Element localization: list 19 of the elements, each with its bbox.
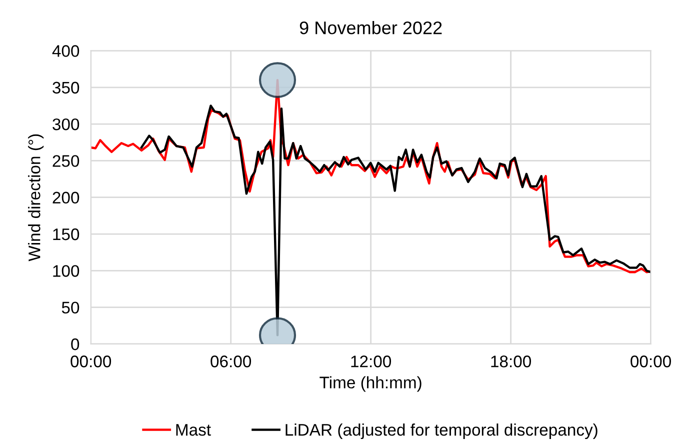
chart-title: 9 November 2022 — [300, 20, 442, 34]
y-tick-label: 350 — [52, 82, 80, 94]
legend-label: Mast — [176, 424, 211, 436]
y-axis-title: Wind direction (°) — [28, 134, 44, 262]
legend-label: LiDAR (adjusted for temporal discrepancy) — [286, 424, 598, 440]
x-tick-label: 18:00 — [491, 356, 532, 368]
x-axis-title: Time (hh:mm) — [320, 376, 422, 392]
y-tick-label: 300 — [52, 118, 80, 130]
y-tick-label: 0 — [71, 338, 80, 350]
y-tick-label: 50 — [62, 302, 80, 314]
y-tick-label: 100 — [53, 265, 80, 277]
x-tick-label: 12:00 — [351, 356, 392, 368]
x-tick-label: 00:00 — [630, 356, 671, 368]
x-tick-label: 06:00 — [210, 356, 252, 368]
y-tick-label: 400 — [52, 45, 80, 57]
y-tick-label: 150 — [53, 228, 80, 240]
y-tick-label: 250 — [52, 155, 80, 167]
x-tick-label: 00:00 — [70, 356, 112, 368]
y-tick-label: 200 — [52, 192, 80, 204]
